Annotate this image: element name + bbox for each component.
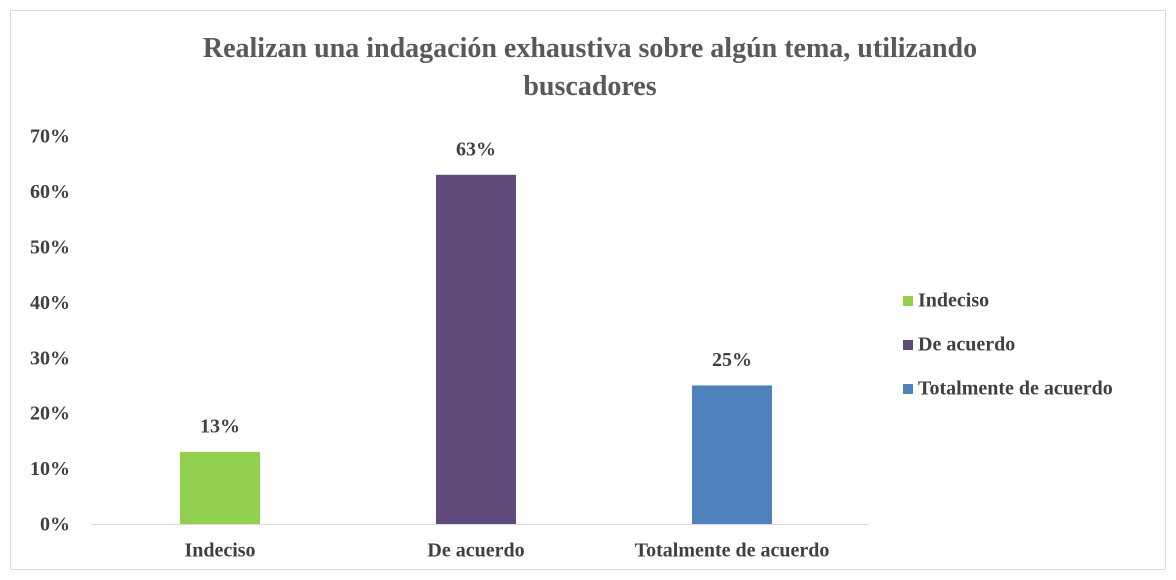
bar (180, 451, 260, 524)
data-label: 13% (200, 416, 240, 438)
x-tick-label: Indeciso (184, 540, 255, 562)
y-tick-label: 20% (30, 403, 70, 425)
y-tick-label: 60% (30, 181, 70, 203)
legend-swatch (903, 384, 913, 394)
x-tick-label: Totalmente de acuerdo (635, 540, 830, 562)
chart-title: Realizan una indagación exhaustiva sobre… (202, 33, 978, 102)
y-tick-label: 10% (30, 458, 70, 480)
data-label: 63% (456, 138, 496, 160)
legend-label: De acuerdo (918, 334, 1015, 356)
legend-label: Indeciso (918, 290, 989, 312)
legend-label: Totalmente de acuerdo (918, 378, 1113, 400)
legend-swatch (903, 296, 913, 306)
data-label: 25% (712, 349, 752, 371)
y-tick-label: 50% (30, 236, 70, 258)
legend-swatch (903, 340, 913, 350)
bar (436, 174, 516, 525)
y-tick-label: 30% (30, 347, 70, 369)
y-tick-label: 70% (30, 126, 70, 148)
y-tick-label: 40% (30, 292, 70, 314)
y-tick-label: 0% (40, 514, 70, 536)
bar (692, 385, 772, 524)
x-tick-label: De acuerdo (427, 540, 524, 562)
